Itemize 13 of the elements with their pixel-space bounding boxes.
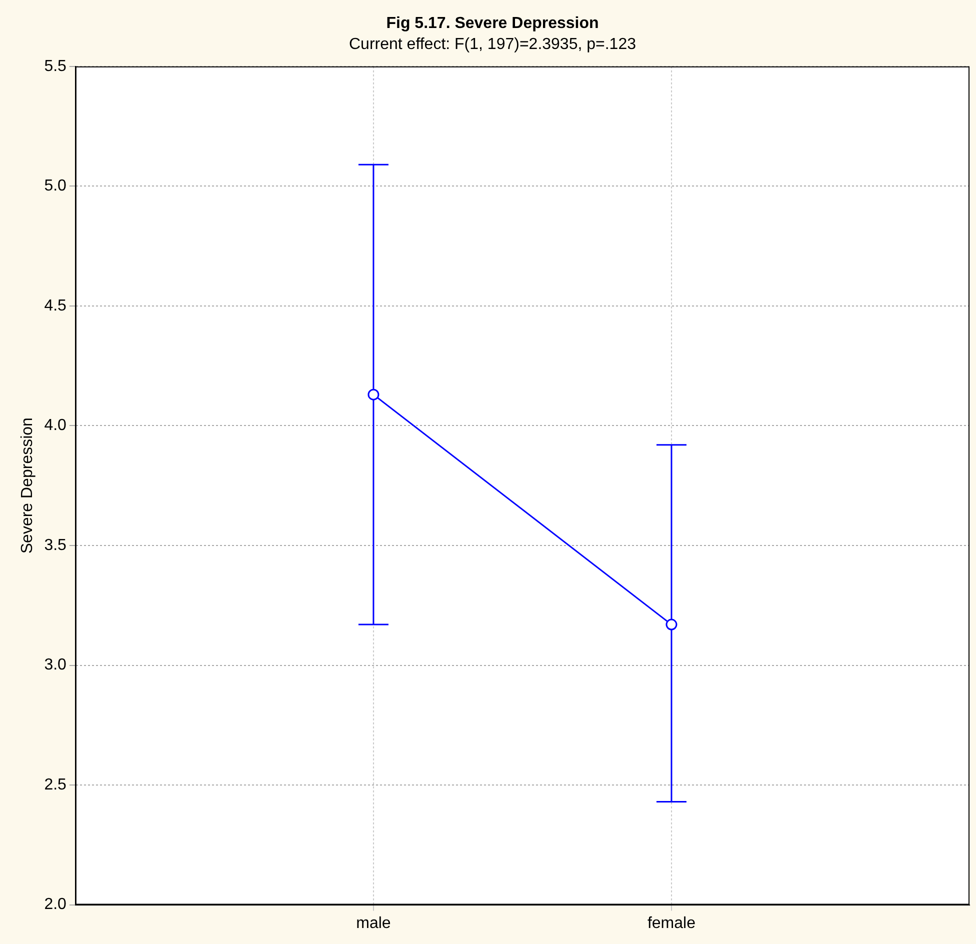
y-tick-label: 4.5 bbox=[44, 297, 67, 314]
chart-subtitle: Current effect: F(1, 197)=2.3935, p=.123 bbox=[349, 36, 636, 54]
x-tick-label: male bbox=[356, 914, 391, 932]
y-tick-label: 4.0 bbox=[44, 417, 67, 434]
y-tick-label: 5.5 bbox=[44, 58, 67, 75]
y-tick-label: 5.0 bbox=[44, 178, 67, 195]
chart-title: Fig 5.17. Severe Depression bbox=[386, 15, 599, 32]
x-tick-label: female bbox=[647, 914, 696, 932]
y-axis-title: Severe Depression bbox=[19, 418, 36, 554]
y-tick-label: 2.0 bbox=[44, 896, 67, 914]
y-tick-label: 2.5 bbox=[44, 776, 67, 794]
y-tick-label: 3.5 bbox=[44, 536, 67, 554]
y-tick-label: 3.0 bbox=[44, 656, 67, 674]
